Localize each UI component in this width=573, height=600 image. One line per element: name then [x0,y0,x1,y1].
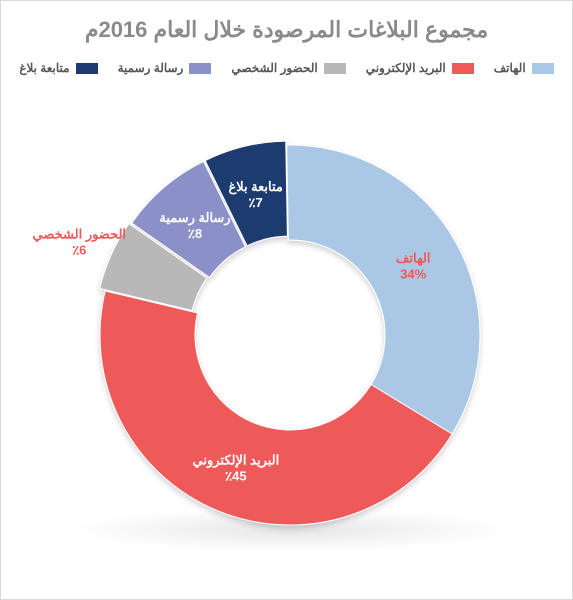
legend-item-email: البريد الإلكتروني [366,61,474,75]
legend: الهاتف البريد الإلكتروني الحضور الشخصي ر… [19,61,553,75]
donut-svg: الهاتف34%البريد الإلكتروني٪45الحضور الشخ… [0,75,573,575]
slice-label: الهاتف34% [396,250,431,281]
legend-label: رسالة رسمية [118,61,184,75]
slice [287,145,480,434]
legend-label: متابعة بلاغ [19,61,69,75]
legend-swatch [324,63,346,74]
chart-frame: مجموع البلاغات المرصودة خلال العام 2016م… [0,0,573,600]
legend-item-phone: الهاتف [494,61,554,75]
legend-label: الهاتف [494,61,526,75]
legend-swatch [76,63,98,74]
legend-item-letter: رسالة رسمية [118,61,212,75]
legend-swatch [189,63,211,74]
legend-item-inperson: الحضور الشخصي [231,61,345,75]
chart-title: مجموع البلاغات المرصودة خلال العام 2016م [85,17,488,43]
legend-swatch [452,63,474,74]
legend-swatch [532,63,554,74]
legend-item-followup: متابعة بلاغ [19,61,97,75]
donut-chart: الهاتف34%البريد الإلكتروني٪45الحضور الشخ… [0,75,573,599]
legend-label: الحضور الشخصي [231,61,317,75]
legend-label: البريد الإلكتروني [366,61,446,75]
